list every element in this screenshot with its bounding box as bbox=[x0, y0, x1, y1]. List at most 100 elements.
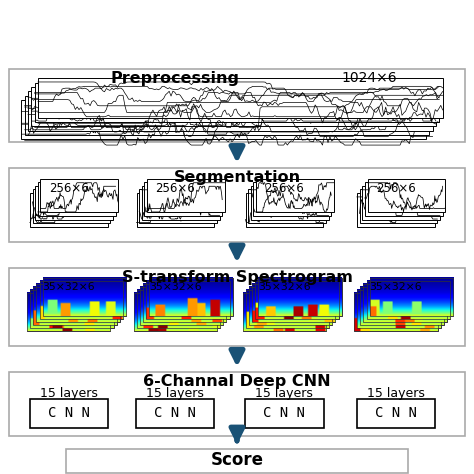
Bar bbox=[28, 91, 433, 131]
Bar bbox=[360, 189, 438, 223]
Bar bbox=[30, 290, 114, 328]
Bar bbox=[256, 179, 334, 212]
Bar bbox=[255, 281, 338, 319]
Bar bbox=[254, 182, 331, 216]
Bar bbox=[360, 287, 444, 325]
Bar bbox=[39, 281, 123, 319]
Bar bbox=[365, 182, 443, 216]
Bar bbox=[31, 87, 436, 126]
Bar bbox=[357, 290, 441, 328]
Text: 15 layers: 15 layers bbox=[367, 387, 425, 400]
Bar bbox=[33, 287, 117, 325]
Text: 256×6: 256×6 bbox=[49, 182, 89, 195]
Bar bbox=[38, 78, 443, 118]
Bar bbox=[40, 179, 118, 212]
Bar bbox=[145, 182, 222, 216]
Text: 1024×6: 1024×6 bbox=[342, 71, 398, 85]
Bar bbox=[139, 189, 217, 223]
Bar bbox=[134, 292, 217, 331]
Text: Score: Score bbox=[210, 451, 264, 469]
Bar bbox=[142, 186, 219, 219]
Bar bbox=[25, 96, 429, 135]
Text: 15 layers: 15 layers bbox=[40, 387, 98, 400]
Text: 15 layers: 15 layers bbox=[146, 387, 204, 400]
Bar bbox=[246, 290, 329, 328]
Text: 35×32×6: 35×32×6 bbox=[42, 282, 95, 292]
Text: 35×32×6: 35×32×6 bbox=[258, 282, 311, 292]
Text: 15 layers: 15 layers bbox=[255, 387, 313, 400]
Text: Segmentation: Segmentation bbox=[173, 170, 301, 185]
Bar bbox=[66, 449, 408, 473]
Bar bbox=[258, 278, 342, 316]
Bar bbox=[249, 287, 332, 325]
Bar bbox=[9, 168, 465, 242]
Bar bbox=[149, 278, 233, 316]
Bar bbox=[367, 179, 445, 212]
Bar bbox=[354, 292, 438, 331]
Bar bbox=[248, 189, 326, 223]
Bar bbox=[249, 287, 332, 325]
Bar bbox=[364, 283, 447, 322]
Text: 256×6: 256×6 bbox=[155, 182, 195, 195]
Bar bbox=[9, 372, 465, 436]
Bar bbox=[258, 278, 342, 316]
Text: C N N: C N N bbox=[48, 407, 90, 420]
Bar bbox=[143, 283, 227, 322]
Text: Preprocessing: Preprocessing bbox=[111, 71, 240, 86]
Text: C N N: C N N bbox=[375, 407, 417, 420]
Bar bbox=[140, 287, 223, 325]
Bar bbox=[30, 193, 108, 227]
Bar bbox=[143, 283, 227, 322]
Text: 256×6: 256×6 bbox=[376, 182, 416, 195]
Bar bbox=[35, 82, 439, 122]
Bar bbox=[362, 186, 440, 219]
Bar bbox=[9, 268, 465, 346]
Bar bbox=[357, 290, 441, 328]
Bar bbox=[354, 292, 438, 331]
Bar bbox=[243, 292, 326, 331]
Bar bbox=[43, 278, 126, 316]
Bar bbox=[370, 278, 453, 316]
Bar bbox=[370, 278, 453, 316]
Text: 35×32×6: 35×32×6 bbox=[149, 282, 202, 292]
Bar bbox=[149, 278, 233, 316]
Bar bbox=[33, 189, 110, 223]
Bar bbox=[43, 278, 126, 316]
Bar bbox=[246, 290, 329, 328]
Text: S-transform Spectrogram: S-transform Spectrogram bbox=[121, 270, 353, 285]
Bar bbox=[147, 179, 225, 212]
Text: 6-Channal Deep CNN: 6-Channal Deep CNN bbox=[143, 374, 331, 389]
Bar bbox=[35, 186, 113, 219]
Bar bbox=[27, 292, 110, 331]
Bar bbox=[137, 290, 220, 328]
Bar bbox=[36, 283, 120, 322]
Bar bbox=[140, 287, 223, 325]
Text: C N N: C N N bbox=[155, 407, 196, 420]
Bar bbox=[29, 400, 108, 428]
Bar bbox=[134, 292, 217, 331]
Bar bbox=[364, 283, 447, 322]
Bar bbox=[21, 100, 426, 139]
Bar bbox=[360, 287, 444, 325]
Bar bbox=[27, 292, 110, 331]
Bar bbox=[36, 283, 120, 322]
Bar bbox=[137, 193, 214, 227]
Bar bbox=[255, 281, 338, 319]
Bar bbox=[136, 400, 214, 428]
Bar bbox=[30, 290, 114, 328]
Bar bbox=[246, 400, 323, 428]
Bar bbox=[9, 69, 465, 142]
Bar bbox=[252, 283, 336, 322]
Bar bbox=[38, 182, 116, 216]
Bar bbox=[252, 283, 336, 322]
Bar bbox=[356, 400, 435, 428]
Text: 256×6: 256×6 bbox=[264, 182, 304, 195]
Bar bbox=[243, 292, 326, 331]
Bar bbox=[146, 281, 229, 319]
Bar bbox=[251, 186, 328, 219]
Bar bbox=[146, 281, 229, 319]
Bar bbox=[39, 281, 123, 319]
Text: 35×32×6: 35×32×6 bbox=[369, 282, 422, 292]
Bar bbox=[366, 281, 450, 319]
Bar bbox=[137, 290, 220, 328]
